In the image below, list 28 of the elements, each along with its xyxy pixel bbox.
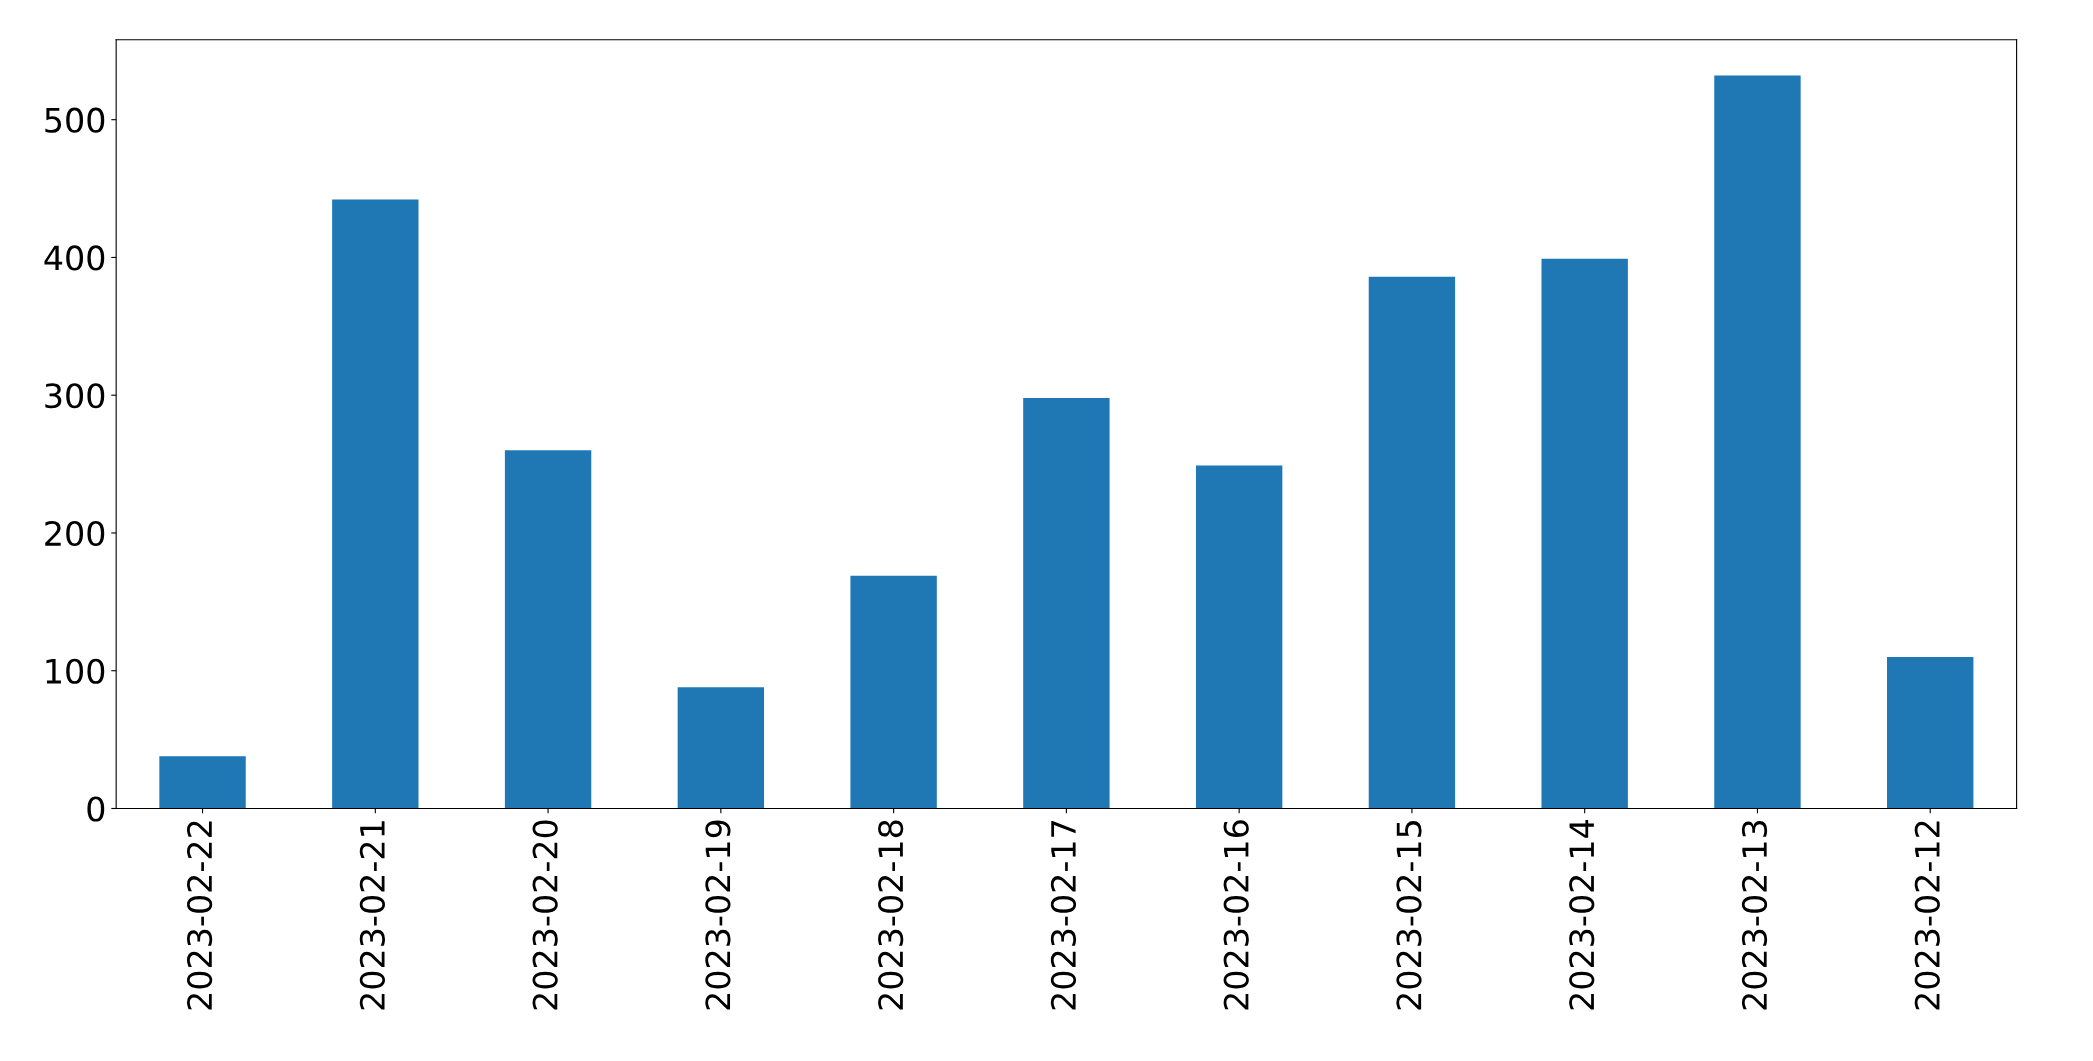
bar xyxy=(1368,276,1456,809)
x-tick-label: 2023-02-17 xyxy=(1050,821,1077,1010)
x-tick-label: 2023-02-16 xyxy=(1223,820,1249,1010)
bar xyxy=(1023,397,1110,809)
y-tick-label: 500 xyxy=(45,107,105,133)
x-tick-label: 2023-02-18 xyxy=(878,820,904,1010)
x-tick-label: 2023-02-14 xyxy=(1569,820,1595,1010)
x-tick-label: 2023-02-20 xyxy=(532,820,558,1010)
x-tick-label: 2023-02-12 xyxy=(1914,821,1940,1010)
bar xyxy=(1887,656,1974,809)
x-tick-label: 2023-02-22 xyxy=(187,821,213,1010)
bar xyxy=(1541,258,1628,809)
y-tick-label: 400 xyxy=(44,245,105,271)
x-tick-label: 2023-02-13 xyxy=(1741,820,1768,1010)
bar xyxy=(159,756,246,809)
y-tick-label: 300 xyxy=(45,383,105,409)
y-tick-label: 200 xyxy=(45,520,105,547)
x-tick-label: 2023-02-19 xyxy=(705,820,731,1010)
bar xyxy=(677,687,765,809)
y-tick-label: 0 xyxy=(87,796,105,822)
bar xyxy=(1195,465,1283,809)
x-tick-label: 2023-02-21 xyxy=(359,821,385,1010)
x-tick-label: 2023-02-15 xyxy=(1396,821,1422,1010)
bar xyxy=(332,199,419,809)
bar xyxy=(850,575,937,809)
y-tick-label: 100 xyxy=(46,658,105,684)
bar xyxy=(504,450,592,809)
bar xyxy=(1714,75,1801,809)
